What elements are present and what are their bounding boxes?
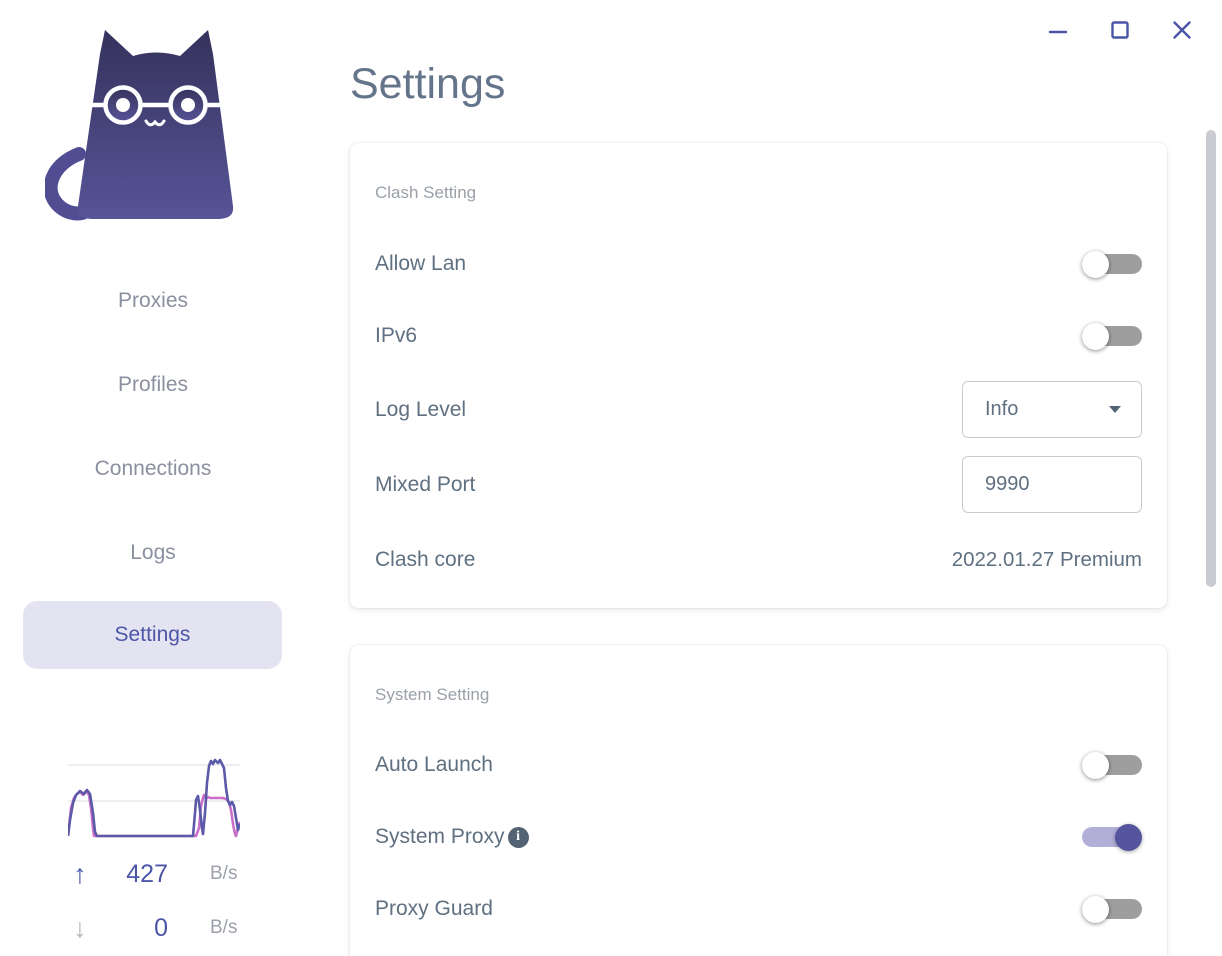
- clash-core-row: Clash core 2022.01.27 Premium: [375, 543, 1142, 577]
- maximize-icon: [1111, 21, 1129, 39]
- log-level-row: Log Level Info: [375, 381, 1142, 438]
- clash-setting-card: Clash Setting Allow Lan IPv6 Log Level I…: [350, 143, 1167, 608]
- toggle-knob: [1082, 250, 1109, 278]
- log-level-label: Log Level: [375, 397, 467, 421]
- clash-core-label: Clash core: [375, 548, 476, 571]
- close-icon: [1173, 21, 1191, 39]
- auto-launch-toggle[interactable]: [1082, 751, 1142, 779]
- minimize-button[interactable]: [1044, 14, 1072, 46]
- log-level-selected-value: Info: [985, 398, 1019, 420]
- log-level-select[interactable]: Info: [962, 381, 1142, 438]
- download-rate-value: 0: [154, 913, 168, 942]
- mixed-port-row: Mixed Port: [375, 456, 1142, 513]
- auto-launch-label: Auto Launch: [375, 753, 493, 776]
- auto-launch-row: Auto Launch: [375, 748, 1142, 782]
- traffic-graph: [68, 758, 240, 838]
- mixed-port-input[interactable]: [962, 456, 1142, 513]
- clash-core-version: 2022.01.27 Premium: [951, 548, 1142, 571]
- sidebar-item-logs[interactable]: Logs: [130, 541, 176, 564]
- toggle-knob: [1115, 823, 1142, 851]
- upload-arrow-icon: ↑: [73, 858, 87, 889]
- sidebar-item-proxies[interactable]: Proxies: [117, 289, 189, 312]
- sidebar-item-settings[interactable]: Settings: [23, 601, 282, 669]
- upload-rate-value: 427: [126, 859, 168, 888]
- traffic-upload-line: [68, 758, 240, 838]
- allow-lan-toggle[interactable]: [1082, 250, 1142, 278]
- window-controls: [1044, 14, 1196, 46]
- system-proxy-label: System Proxy: [375, 825, 505, 848]
- section-label: Clash Setting: [375, 183, 477, 202]
- proxy-guard-toggle[interactable]: [1082, 895, 1142, 923]
- page-title: Settings: [350, 60, 506, 108]
- maximize-button[interactable]: [1106, 14, 1134, 46]
- proxy-guard-row: Proxy Guard: [375, 892, 1142, 926]
- sidebar-item-connections[interactable]: Connections: [94, 457, 212, 480]
- system-proxy-toggle[interactable]: [1082, 823, 1142, 851]
- allow-lan-label: Allow Lan: [375, 252, 467, 275]
- upload-rate-row: ↑ 427 B/s: [60, 858, 250, 890]
- system-setting-card: System Setting Auto Launch System Proxy …: [350, 645, 1167, 956]
- toggle-knob: [1082, 751, 1109, 779]
- proxy-guard-label: Proxy Guard: [375, 897, 493, 920]
- info-icon[interactable]: i: [507, 826, 529, 848]
- scrollbar-thumb[interactable]: [1206, 130, 1216, 587]
- toggle-knob: [1082, 895, 1109, 923]
- allow-lan-row: Allow Lan: [375, 247, 1142, 281]
- section-label: System Setting: [375, 685, 490, 704]
- download-arrow-icon: ↓: [73, 912, 87, 943]
- close-button[interactable]: [1168, 14, 1196, 46]
- toggle-knob: [1082, 322, 1109, 350]
- ipv6-label: IPv6: [375, 324, 418, 347]
- ipv6-row: IPv6: [375, 319, 1142, 353]
- download-rate-unit: B/s: [210, 917, 238, 938]
- minimize-icon: [1048, 30, 1068, 34]
- upload-rate-unit: B/s: [210, 863, 238, 884]
- sidebar-item-profiles[interactable]: Profiles: [117, 373, 189, 396]
- sidebar: Proxies Profiles Connections Logs Settin…: [0, 0, 306, 956]
- chevron-down-icon: [1109, 406, 1121, 413]
- mixed-port-label: Mixed Port: [375, 472, 476, 496]
- download-rate-row: ↓ 0 B/s: [60, 912, 250, 944]
- ipv6-toggle[interactable]: [1082, 322, 1142, 350]
- clash-cat-logo: [45, 30, 234, 221]
- system-proxy-row: System Proxy i: [375, 820, 1142, 854]
